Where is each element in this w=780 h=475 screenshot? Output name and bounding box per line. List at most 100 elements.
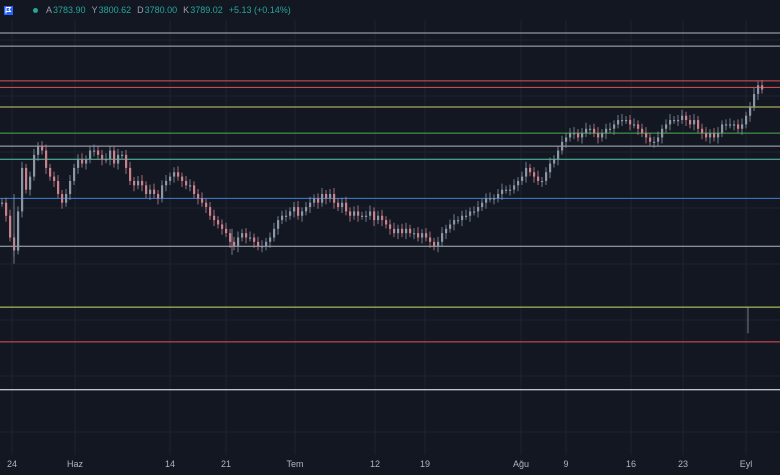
candle-body [165,180,168,186]
x-tick-label: 21 [221,459,231,469]
candle-body [185,180,188,186]
candle-body [397,228,400,234]
candle-body [489,198,492,200]
candle-body [565,137,568,142]
candle-body [737,124,740,129]
close-label: K [183,5,190,15]
open-value: 3783.90 [53,5,86,15]
candle-body [105,159,108,161]
horizontal-levels [0,32,780,391]
candle-body [253,237,256,242]
candle-body [89,150,92,160]
candle-body [541,180,544,183]
candle-body [309,202,312,208]
candle-body [317,198,320,203]
candle-body [457,220,460,222]
low-label: D [137,5,144,15]
candle-body [273,228,276,238]
candle-body [149,189,152,194]
candle-body [61,194,64,203]
candle-body [589,128,592,130]
candle-body [681,115,684,121]
candle-body [661,128,664,138]
candle-body [469,211,472,216]
candle-body [189,185,192,187]
price-series [1,80,764,334]
candle-body [197,194,200,199]
candle-body [449,224,452,229]
change-value: +5.13 (+0.14%) [228,5,291,15]
candle-body [85,159,88,164]
candle-body [221,224,224,229]
candle-body [545,172,548,181]
ohlc-header: A 3783.90 Y 3800.62 D 3780.00 K 3789.02 … [0,0,297,20]
candle-body [181,176,184,181]
candle-body [673,120,676,122]
candle-body [761,85,764,90]
candle-body [729,124,732,126]
candle-body [561,141,564,151]
candle-body [501,189,504,194]
candle-body [721,124,724,134]
candle-body [329,194,332,199]
candle-body [201,198,204,203]
candle-body [421,233,424,238]
candle-body [717,133,720,138]
candle-body [109,150,112,160]
candle-body [381,215,384,221]
candle-body [653,141,656,143]
candle-body [573,133,576,135]
candle-body [757,85,760,94]
candle-body [365,215,368,217]
candle-body [21,167,24,212]
candle-body [145,185,148,194]
candle-body [97,150,100,155]
candle-body [749,107,752,116]
candle-body [409,228,412,234]
candle-body [49,167,52,177]
high-label: Y [91,5,98,15]
candle-body [173,172,176,177]
candle-body [29,176,32,190]
candle-body [701,128,704,134]
x-tick-label: 23 [678,459,688,469]
candle-body [493,198,496,200]
candle-body [305,207,308,212]
candle-body [697,120,700,129]
candle-body [473,211,476,213]
candle-body [609,128,612,130]
time-axis: 24 Haz 14 21 Tem 12 19 Ağu 9 16 23 Eyl [0,455,780,470]
candle-body [301,211,304,216]
candle-body [689,120,692,125]
candle-body [641,128,644,134]
candle-body [313,198,316,203]
candle-body [377,215,380,221]
x-tick-label: Tem [286,459,303,469]
candle-body [369,211,372,216]
candle-body [325,194,328,199]
candle-body [81,159,84,164]
candle-body [725,124,728,126]
candle-body [593,128,596,134]
candle-body [169,176,172,181]
candle-body [321,194,324,203]
open-label: A [46,5,53,15]
candle-body [521,176,524,181]
candle-body [285,215,288,217]
flag-icon[interactable] [4,5,13,15]
candle-body [241,233,244,238]
candle-body [69,180,72,194]
candle-body [569,133,572,138]
candle-body [549,163,552,173]
candle-body [509,189,512,191]
candle-body [337,202,340,208]
candle-body [249,237,252,239]
candle-body [429,237,432,242]
candle-body [37,146,40,155]
candle-body [349,211,352,216]
candle-body [625,120,628,122]
x-tick-label: Haz [67,459,84,469]
candle-body [453,220,456,225]
